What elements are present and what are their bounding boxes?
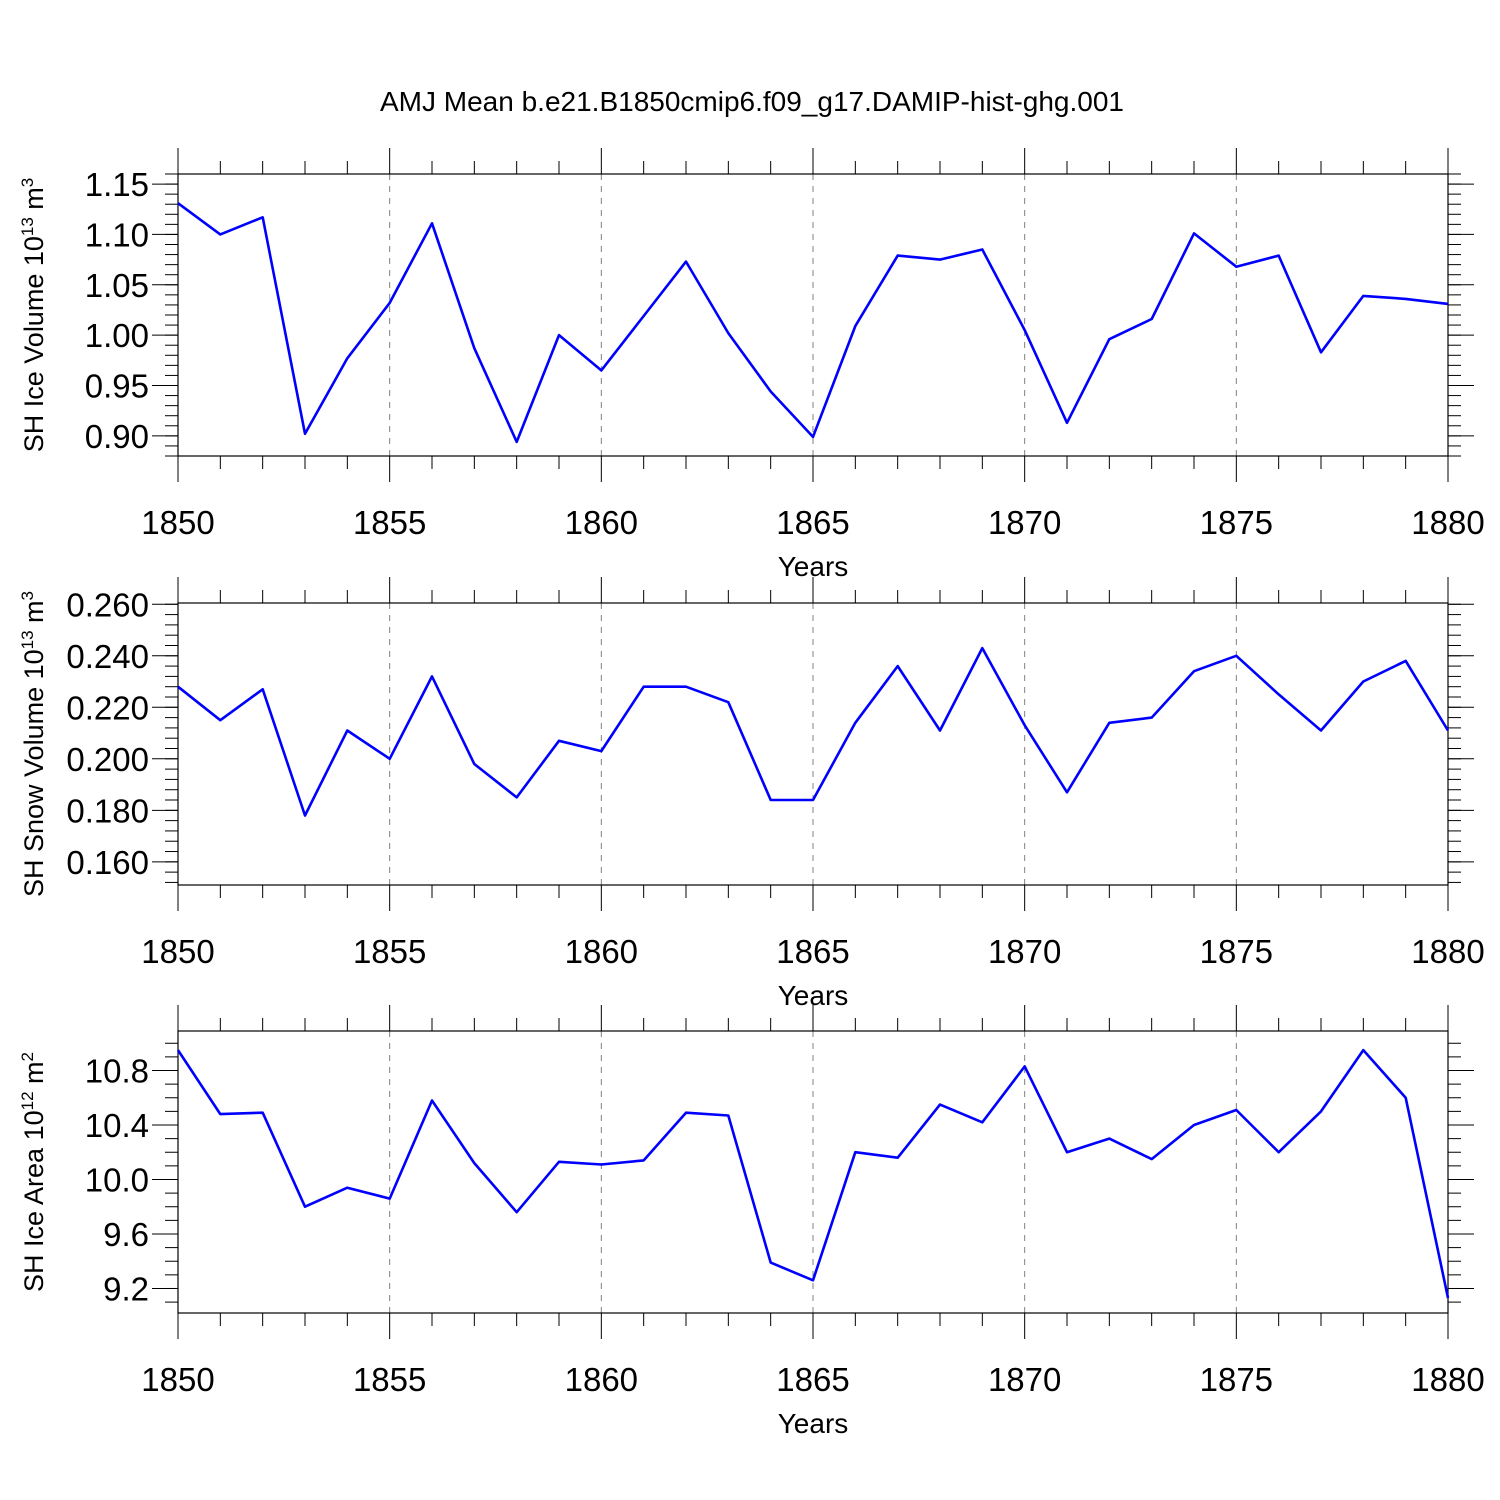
plot-frame <box>177 1030 1449 1314</box>
y-axis-label: SH Ice Area 1012 m2 <box>18 1052 49 1292</box>
x-tick-label: 1870 <box>988 933 1061 970</box>
y-axis-label-unit-exponent: 2 <box>18 1052 37 1061</box>
y-axis-label-exponent: 13 <box>18 630 37 649</box>
x-tick-label: 1860 <box>565 933 638 970</box>
y-axis-label-unit: m <box>19 600 49 630</box>
x-tick-label: 1850 <box>141 504 214 541</box>
x-tick-label: 1880 <box>1411 933 1484 970</box>
x-tick-label: 1865 <box>776 1361 849 1398</box>
y-tick-label: 1.15 <box>85 166 149 203</box>
y-axis-label-unit-exponent: 3 <box>18 178 37 187</box>
x-axis-label: Years <box>778 551 849 582</box>
x-tick-label: 1870 <box>988 504 1061 541</box>
y-axis-label: SH Snow Volume 1013 m3 <box>18 591 49 897</box>
plot-frame <box>177 173 1449 457</box>
y-tick-label: 10.4 <box>85 1107 149 1144</box>
y-tick-label: 0.160 <box>66 844 149 881</box>
chart-panels: 0.90 0.95 1.00 1.05 1.10 1.15 1850 1855 1860 1865… <box>18 148 1485 1439</box>
y-tick-label: 0.260 <box>66 586 149 623</box>
x-tick-label: 1880 <box>1411 504 1484 541</box>
x-tick-label: 1865 <box>776 933 849 970</box>
series-line <box>177 646 1450 817</box>
y-tick-label: 0.240 <box>66 638 149 675</box>
y-axis-label-unit: m <box>19 1061 49 1091</box>
panel-3: 9.2 9.6 10.0 10.4 10.8 1850 1855 1860 1865 1870 18… <box>18 1005 1485 1439</box>
x-axis-label: Years <box>778 1408 849 1439</box>
y-axis-label-exponent: 12 <box>18 1091 37 1110</box>
y-tick-label: 10.0 <box>85 1161 149 1198</box>
y-axis-label-main: SH Ice Volume 10 <box>19 236 49 452</box>
y-tick-label: 0.95 <box>85 368 149 405</box>
y-tick-label: 0.90 <box>85 418 149 455</box>
x-tick-label: 1860 <box>565 1361 638 1398</box>
panel-1: 0.90 0.95 1.00 1.05 1.10 1.15 1850 1855 1860 1865… <box>18 148 1485 582</box>
y-tick-label: 1.05 <box>85 267 149 304</box>
x-tick-label: 1875 <box>1200 504 1273 541</box>
y-tick-label: 9.2 <box>103 1270 149 1307</box>
y-axis-label-main: SH Snow Volume 10 <box>19 649 49 897</box>
y-axis-label-exponent: 13 <box>18 217 37 236</box>
panel-2: 0.160 0.180 0.200 0.220 0.240 0.260 1850 1855 18… <box>18 577 1485 1011</box>
y-tick-label: 10.8 <box>85 1053 149 1090</box>
series-line <box>177 202 1449 444</box>
y-axis-label-unit-exponent: 3 <box>18 591 37 600</box>
y-tick-label: 0.220 <box>66 689 149 726</box>
y-axis-label-main: SH Ice Area 10 <box>19 1110 49 1292</box>
figure-title: AMJ Mean b.e21.B1850cmip6.f09_g17.DAMIP-… <box>380 86 1124 117</box>
x-tick-label: 1875 <box>1200 933 1273 970</box>
y-axis-label: SH Ice Volume 1013 m3 <box>18 178 49 453</box>
series-line <box>176 1048 1450 1299</box>
x-tick-label: 1855 <box>353 933 426 970</box>
x-tick-label: 1860 <box>565 504 638 541</box>
y-tick-label: 0.200 <box>66 741 149 778</box>
x-tick-label: 1855 <box>353 1361 426 1398</box>
x-tick-label: 1850 <box>141 933 214 970</box>
y-tick-label: 9.6 <box>103 1216 149 1253</box>
x-tick-label: 1855 <box>353 504 426 541</box>
y-tick-label: 1.10 <box>85 216 149 253</box>
x-tick-label: 1865 <box>776 504 849 541</box>
x-tick-label: 1875 <box>1200 1361 1273 1398</box>
y-axis-label-unit: m <box>19 187 49 217</box>
y-tick-label: 0.180 <box>66 792 149 829</box>
x-tick-label: 1880 <box>1411 1361 1484 1398</box>
y-tick-label: 1.00 <box>85 317 149 354</box>
x-tick-label: 1850 <box>141 1361 214 1398</box>
x-tick-label: 1870 <box>988 1361 1061 1398</box>
